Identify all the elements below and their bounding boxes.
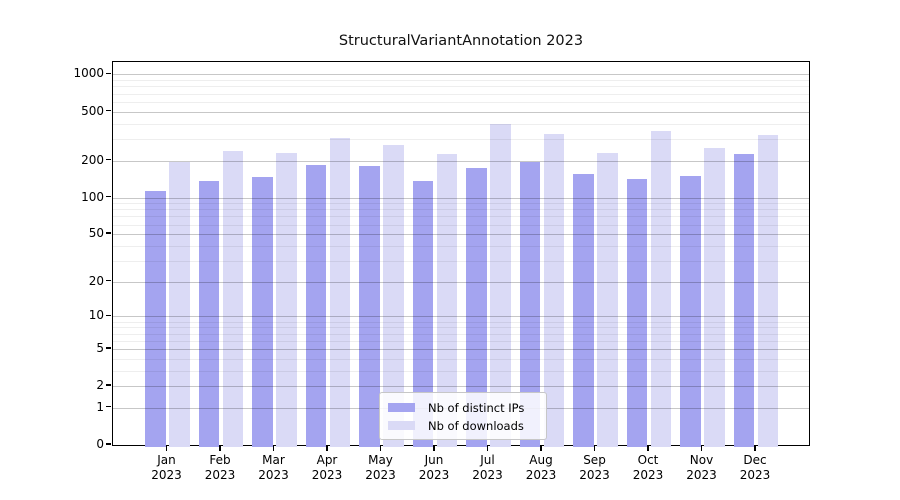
x-tick-label-sep: Sep 2023 [579, 453, 610, 482]
y-tick-2 [105, 384, 111, 386]
y-tick-label-200: 200 [81, 152, 104, 167]
y-tick-200 [105, 158, 111, 161]
bar-nb-of-distinct-ips-dec [733, 153, 755, 447]
y-tick-1000 [105, 72, 111, 75]
x-tick-may [379, 446, 382, 451]
bars-layer [113, 62, 809, 447]
x-tick-label-jan: Jan 2023 [151, 453, 182, 482]
y-tick-label-500: 500 [81, 103, 104, 118]
bar-nb-of-distinct-ips-nov [680, 175, 701, 447]
bar-nb-of-distinct-ips-aug [519, 161, 541, 447]
y-tick-10 [105, 314, 111, 317]
bar-nb-of-downloads-mar [276, 153, 297, 447]
legend: Nb of distinct IPs Nb of downloads [379, 392, 547, 440]
y-tick-label-50: 50 [88, 226, 104, 241]
legend-swatch-downloads [388, 421, 415, 430]
x-tick-jan [165, 446, 168, 451]
y-tick-label-100: 100 [81, 189, 104, 204]
x-tick-aug [540, 446, 542, 451]
legend-entry-downloads: Nb of downloads [388, 417, 538, 434]
bar-nb-of-distinct-ips-may [359, 166, 380, 447]
x-tick-label-nov: Nov 2023 [686, 453, 717, 482]
x-tick-label-jul: Jul 2023 [472, 453, 503, 482]
x-tick-label-mar: Mar 2023 [258, 453, 289, 482]
x-tick-label-aug: Aug 2023 [525, 453, 557, 482]
bar-nb-of-downloads-feb [222, 151, 244, 447]
y-tick-label-1000: 1000 [73, 66, 104, 81]
x-tick-label-feb: Feb 2023 [204, 453, 236, 482]
x-tick-label-oct: Oct 2023 [632, 453, 664, 482]
bar-nb-of-distinct-ips-mar [252, 177, 273, 447]
legend-entry-distinct-ips: Nb of distinct IPs [388, 399, 538, 416]
legend-label-downloads: Nb of downloads [428, 418, 524, 433]
y-tick-1 [105, 406, 111, 408]
y-tick-label-5: 5 [96, 340, 104, 355]
y-tick-label-10: 10 [88, 308, 104, 323]
chart-title: StructuralVariantAnnotation 2023 [338, 33, 584, 49]
x-tick-mar [272, 446, 275, 451]
bar-nb-of-distinct-ips-feb [198, 181, 220, 447]
x-tick-label-apr: Apr 2023 [311, 453, 343, 482]
y-tick-label-0: 0 [96, 437, 104, 451]
bar-nb-of-distinct-ips-jun [412, 180, 434, 447]
bar-nb-of-distinct-ips-jan [145, 191, 166, 447]
bar-nb-of-downloads-nov [704, 148, 725, 447]
plot-area: Nb of distinct IPs Nb of downloads [112, 61, 810, 447]
bar-nb-of-downloads-apr [329, 138, 351, 447]
legend-label-distinct-ips: Nb of distinct IPs [428, 400, 525, 415]
x-tick-label-jun: Jun 2023 [418, 453, 450, 482]
bar-nb-of-downloads-sep [597, 152, 618, 447]
bar-nb-of-downloads-may [383, 144, 404, 447]
legend-swatch-distinct-ips [388, 403, 415, 412]
x-tick-oct [647, 446, 649, 451]
bar-nb-of-downloads-dec [757, 135, 779, 447]
x-tick-nov [700, 446, 703, 451]
y-tick-100 [105, 195, 111, 198]
y-tick-0 [105, 443, 111, 445]
bar-nb-of-downloads-oct [650, 131, 672, 447]
x-tick-label-dec: Dec 2023 [739, 453, 771, 482]
y-tick-20 [105, 280, 111, 282]
bar-nb-of-distinct-ips-apr [305, 165, 327, 447]
x-tick-sep [593, 446, 596, 451]
bar-nb-of-downloads-jun [436, 153, 458, 447]
x-tick-jun [433, 446, 435, 451]
x-tick-dec [754, 446, 756, 451]
y-tick-label-20: 20 [88, 273, 104, 288]
x-tick-feb [219, 446, 221, 451]
bar-nb-of-downloads-aug [543, 133, 565, 447]
bar-nb-of-downloads-jul [490, 124, 511, 447]
y-tick-500 [105, 109, 111, 112]
y-tick-label-2: 2 [96, 378, 104, 393]
bar-nb-of-distinct-ips-jul [466, 168, 487, 447]
y-tick-50 [105, 232, 111, 234]
bar-nb-of-downloads-jan [169, 161, 190, 447]
x-tick-apr [326, 446, 328, 451]
bar-nb-of-distinct-ips-oct [626, 179, 648, 447]
y-tick-5 [105, 347, 111, 349]
x-tick-label-may: May 2023 [365, 453, 396, 482]
bar-nb-of-distinct-ips-sep [573, 173, 594, 447]
x-tick-jul [486, 446, 489, 451]
y-tick-label-1: 1 [96, 399, 104, 414]
